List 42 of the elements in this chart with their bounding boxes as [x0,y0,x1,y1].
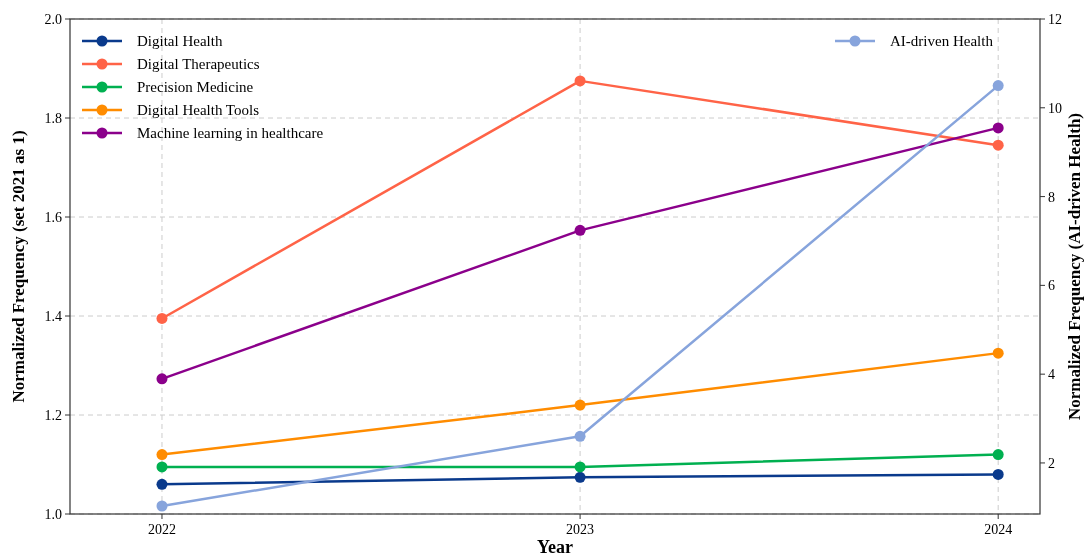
point [156,449,168,461]
point [992,347,1004,359]
y-tick-label: 1.4 [44,309,62,324]
point [574,224,586,236]
y-axis-title: Normalized Frequency (set 2021 as 1) [9,130,28,403]
point [156,478,168,490]
point [574,471,586,483]
point [156,312,168,324]
x-tick-label: 2022 [147,522,176,537]
point [574,430,586,442]
y2-tick-label: 12 [1048,12,1062,27]
y2-tick-label: 10 [1048,100,1062,116]
y-tick-label: 1.6 [44,210,62,225]
point [574,75,586,87]
point [574,399,586,411]
y-tick-label: 2.0 [44,12,62,27]
legend-label: Digital Therapeutics [137,56,260,72]
legend-label: Digital Health Tools [137,102,260,118]
y-tick-label: 1.8 [44,111,62,126]
y-tick-label: 1.2 [44,408,62,423]
y-tick-label: 1.0 [44,507,62,522]
point [992,122,1004,134]
point [992,468,1004,480]
y2-axis-title: Normalized Frequency (AI-driven Health) [1065,112,1084,421]
y2-tick-label: 6 [1048,278,1055,294]
y2-tick-label: 2 [1048,455,1055,471]
legend-label: Machine learning in healthcare [137,125,324,141]
point [992,449,1004,461]
point [156,461,168,473]
point [574,461,586,473]
point [156,500,168,512]
point [992,139,1004,151]
legend-label: AI-driven Health [890,33,994,49]
y2-tick-label: 4 [1048,367,1055,383]
x-axis-title: Year [537,537,573,555]
legend-label: Precision Medicine [137,79,254,95]
x-tick-label: 2023 [566,522,595,537]
x-tick-label: 2024 [984,522,1013,537]
y2-tick-label: 8 [1048,189,1055,205]
legend-label: Digital Health [137,33,223,49]
point [156,373,168,385]
point [992,80,1004,92]
